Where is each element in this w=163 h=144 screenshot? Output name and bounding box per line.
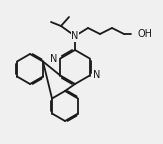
Text: N: N [71, 31, 79, 41]
Text: N: N [93, 71, 100, 80]
Text: OH: OH [137, 29, 152, 39]
Text: N: N [50, 54, 57, 64]
